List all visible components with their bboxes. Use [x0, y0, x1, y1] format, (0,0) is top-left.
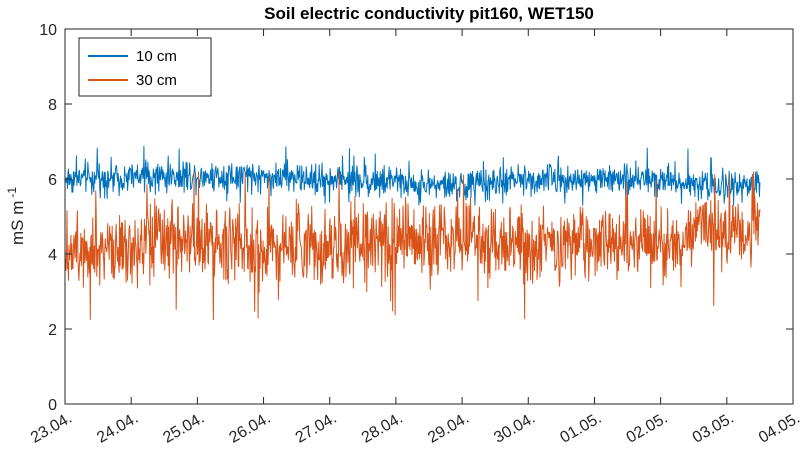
y-tick-label: 8: [48, 97, 57, 114]
series-layer: [64, 145, 761, 321]
y-tick-label: 2: [48, 322, 57, 339]
y-tick-label: 4: [48, 247, 57, 264]
y-tick-label: 0: [48, 397, 57, 414]
y-axis: 0 2 4 6 8 10: [39, 22, 793, 414]
y-axis-label-exponent: -1: [5, 187, 19, 198]
plot-frame: [64, 28, 794, 405]
chart-title: Soil electric conductivity pit160, WET15…: [264, 4, 594, 23]
legend[interactable]: 10 cm 30 cm: [78, 37, 212, 97]
y-axis-label: mS m -1: [5, 187, 27, 245]
y-tick-label: 6: [48, 172, 57, 189]
legend-label-30cm: 30 cm: [136, 72, 177, 89]
y-axis-label-main: mS m: [8, 201, 27, 245]
y-tick-label: 10: [39, 22, 57, 39]
legend-label-10cm: 10 cm: [136, 48, 177, 65]
legend-box: [78, 37, 212, 97]
series-line-30cm: [64, 171, 761, 321]
series-line-10cm: [64, 145, 761, 206]
